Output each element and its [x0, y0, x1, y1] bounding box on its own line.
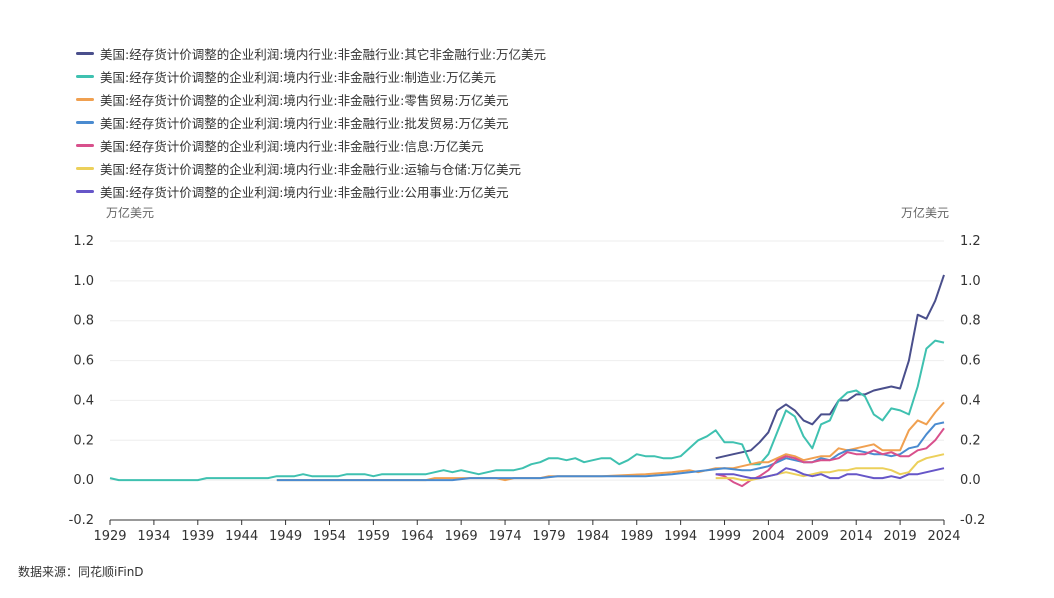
data-source-note: 数据来源：同花顺iFinD — [18, 565, 144, 579]
x-tick-label: 1989 — [620, 529, 653, 544]
y-tick-label-left: 0.6 — [73, 354, 94, 369]
legend-label: 美国:经存货计价调整的企业利润:境内行业:非金融行业:制造业:万亿美元 — [100, 70, 497, 85]
legend-swatch — [76, 75, 94, 78]
chart-legend: 美国:经存货计价调整的企业利润:境内行业:非金融行业:其它非金融行业:万亿美元美… — [76, 42, 546, 203]
y-tick-label-right: 0.6 — [960, 354, 981, 369]
legend-item-6[interactable]: 美国:经存货计价调整的企业利润:境内行业:非金融行业:运输与仓储:万亿美元 — [76, 157, 546, 180]
x-tick-label: 1934 — [137, 529, 170, 544]
y-tick-label-left: 1.2 — [73, 234, 94, 249]
x-tick-label: 1944 — [225, 529, 258, 544]
legend-item-4[interactable]: 美国:经存货计价调整的企业利润:境内行业:非金融行业:批发贸易:万亿美元 — [76, 111, 546, 134]
series-line-4 — [276, 421, 945, 482]
y-tick-label-right: 0.8 — [960, 314, 981, 329]
y-tick-label-right: 0.2 — [960, 433, 981, 448]
x-tick-label: 1939 — [181, 529, 214, 544]
x-tick-label: 1954 — [313, 529, 346, 544]
series-line-6 — [715, 453, 945, 482]
legend-swatch — [76, 167, 94, 170]
legend-item-7[interactable]: 美国:经存货计价调整的企业利润:境内行业:非金融行业:公用事业:万亿美元 — [76, 180, 546, 203]
x-tick-label: 1929 — [93, 529, 126, 544]
y-tick-label-left: 0.8 — [73, 314, 94, 329]
series-line-2 — [109, 339, 945, 482]
x-tick-label: 2024 — [927, 529, 960, 544]
x-tick-label: 1964 — [401, 529, 434, 544]
legend-label: 美国:经存货计价调整的企业利润:境内行业:非金融行业:其它非金融行业:万亿美元 — [100, 47, 547, 62]
y-axis-unit-left: 万亿美元 — [106, 206, 155, 220]
y-tick-label-left: 0.4 — [73, 393, 94, 408]
y-tick-label-left: 0.0 — [73, 473, 94, 488]
legend-label: 美国:经存货计价调整的企业利润:境内行业:非金融行业:运输与仓储:万亿美元 — [100, 162, 522, 177]
x-tick-label: 2014 — [840, 529, 873, 544]
legend-label: 美国:经存货计价调整的企业利润:境内行业:非金融行业:批发贸易:万亿美元 — [100, 116, 509, 131]
legend-swatch — [76, 121, 94, 124]
legend-label: 美国:经存货计价调整的企业利润:境内行业:非金融行业:公用事业:万亿美元 — [100, 185, 509, 200]
y-tick-label-left: -0.2 — [69, 513, 94, 528]
legend-item-3[interactable]: 美国:经存货计价调整的企业利润:境内行业:非金融行业:零售贸易:万亿美元 — [76, 88, 546, 111]
x-tick-label: 1974 — [489, 529, 522, 544]
legend-swatch — [76, 190, 94, 193]
x-tick-label: 1969 — [445, 529, 478, 544]
y-tick-label-right: -0.2 — [960, 513, 985, 528]
y-tick-label-right: 0.0 — [960, 473, 981, 488]
legend-label: 美国:经存货计价调整的企业利润:境内行业:非金融行业:信息:万亿美元 — [100, 139, 484, 154]
y-tick-label-left: 1.0 — [73, 274, 94, 289]
x-tick-label: 1949 — [269, 529, 302, 544]
legend-item-5[interactable]: 美国:经存货计价调整的企业利润:境内行业:非金融行业:信息:万亿美元 — [76, 134, 546, 157]
x-tick-label: 2009 — [796, 529, 829, 544]
x-tick-label: 1959 — [357, 529, 390, 544]
y-tick-label-right: 0.4 — [960, 393, 981, 408]
series-line-7 — [715, 467, 945, 480]
x-tick-label: 1994 — [664, 529, 697, 544]
y-tick-label-right: 1.2 — [960, 234, 981, 249]
x-tick-label: 1979 — [532, 529, 565, 544]
legend-swatch — [76, 98, 94, 101]
legend-label: 美国:经存货计价调整的企业利润:境内行业:非金融行业:零售贸易:万亿美元 — [100, 93, 509, 108]
x-tick-label: 2019 — [884, 529, 917, 544]
y-tick-label-left: 0.2 — [73, 433, 94, 448]
legend-item-1[interactable]: 美国:经存货计价调整的企业利润:境内行业:非金融行业:其它非金融行业:万亿美元 — [76, 42, 546, 65]
legend-swatch — [76, 144, 94, 147]
series-line-3 — [276, 401, 945, 482]
x-tick-label: 1984 — [576, 529, 609, 544]
y-tick-label-right: 1.0 — [960, 274, 981, 289]
x-tick-label: 2004 — [752, 529, 785, 544]
y-axis-unit-right: 万亿美元 — [900, 206, 949, 220]
legend-swatch — [76, 52, 94, 55]
legend-item-2[interactable]: 美国:经存货计价调整的企业利润:境内行业:非金融行业:制造业:万亿美元 — [76, 65, 546, 88]
x-tick-label: 1999 — [708, 529, 741, 544]
